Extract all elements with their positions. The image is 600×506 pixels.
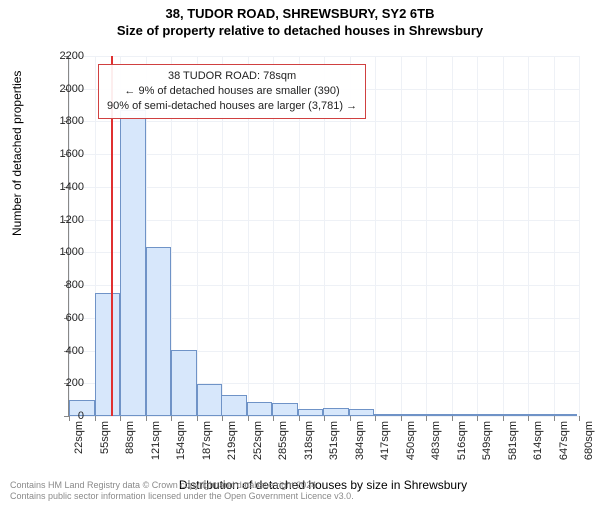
histogram-bar bbox=[374, 414, 400, 416]
xtick-label: 614sqm bbox=[532, 421, 544, 471]
ytick-label: 200 bbox=[44, 377, 84, 389]
ytick-label: 2200 bbox=[44, 50, 84, 62]
xtick-label: 318sqm bbox=[303, 421, 315, 471]
xtick-mark bbox=[350, 416, 351, 421]
gridline-v bbox=[528, 56, 529, 416]
xtick-mark bbox=[528, 416, 529, 421]
ytick-label: 1000 bbox=[44, 246, 84, 258]
xtick-mark bbox=[171, 416, 172, 421]
histogram-bar bbox=[451, 414, 477, 416]
xtick-mark bbox=[477, 416, 478, 421]
xtick-mark bbox=[197, 416, 198, 421]
xtick-label: 22sqm bbox=[73, 421, 85, 471]
xtick-mark bbox=[120, 416, 121, 421]
annotation-line2: ← 9% of detached houses are smaller (390… bbox=[107, 84, 357, 99]
xtick-mark bbox=[146, 416, 147, 421]
footer-line1: Contains HM Land Registry data © Crown c… bbox=[10, 480, 354, 491]
ytick-label: 800 bbox=[44, 279, 84, 291]
xtick-mark bbox=[426, 416, 427, 421]
chart-container: 38, TUDOR ROAD, SHREWSBURY, SY2 6TB Size… bbox=[0, 6, 600, 506]
annotation-box: 38 TUDOR ROAD: 78sqm ← 9% of detached ho… bbox=[98, 64, 366, 119]
xtick-label: 549sqm bbox=[481, 421, 493, 471]
xtick-label: 88sqm bbox=[124, 421, 136, 471]
xtick-label: 483sqm bbox=[430, 421, 442, 471]
xtick-mark bbox=[299, 416, 300, 421]
xtick-mark bbox=[401, 416, 402, 421]
xtick-mark bbox=[375, 416, 376, 421]
xtick-label: 680sqm bbox=[583, 421, 595, 471]
xtick-mark bbox=[222, 416, 223, 421]
xtick-label: 450sqm bbox=[405, 421, 417, 471]
xtick-label: 351sqm bbox=[328, 421, 340, 471]
footer-line2: Contains public sector information licen… bbox=[10, 491, 354, 502]
histogram-bar bbox=[146, 247, 172, 416]
annotation-line3: 90% of semi-detached houses are larger (… bbox=[107, 99, 357, 114]
xtick-mark bbox=[95, 416, 96, 421]
xtick-label: 285sqm bbox=[277, 421, 289, 471]
xtick-label: 384sqm bbox=[354, 421, 366, 471]
xtick-mark bbox=[248, 416, 249, 421]
histogram-bar bbox=[95, 293, 121, 416]
gridline-v bbox=[554, 56, 555, 416]
xtick-label: 417sqm bbox=[379, 421, 391, 471]
gridline-v bbox=[375, 56, 376, 416]
histogram-bar bbox=[171, 350, 197, 416]
xtick-mark bbox=[324, 416, 325, 421]
xtick-mark bbox=[579, 416, 580, 421]
histogram-bar bbox=[501, 414, 527, 416]
xtick-label: 219sqm bbox=[226, 421, 238, 471]
chart-area: 22sqm55sqm88sqm121sqm154sqm187sqm219sqm2… bbox=[68, 56, 578, 416]
xtick-label: 581sqm bbox=[507, 421, 519, 471]
histogram-bar bbox=[120, 110, 146, 416]
histogram-bar bbox=[425, 414, 451, 416]
gridline-v bbox=[426, 56, 427, 416]
histogram-bar bbox=[526, 414, 552, 416]
gridline-v bbox=[477, 56, 478, 416]
xtick-mark bbox=[503, 416, 504, 421]
xtick-label: 55sqm bbox=[99, 421, 111, 471]
histogram-bar bbox=[197, 384, 223, 416]
ytick-label: 400 bbox=[44, 345, 84, 357]
gridline-v bbox=[69, 56, 70, 416]
ytick-label: 1800 bbox=[44, 115, 84, 127]
gridline-v bbox=[579, 56, 580, 416]
xtick-label: 647sqm bbox=[558, 421, 570, 471]
xtick-mark bbox=[452, 416, 453, 421]
footer: Contains HM Land Registry data © Crown c… bbox=[10, 480, 354, 502]
annotation-line1: 38 TUDOR ROAD: 78sqm bbox=[107, 69, 357, 84]
gridline-v bbox=[503, 56, 504, 416]
histogram-bar bbox=[400, 414, 426, 416]
page-title-line2: Size of property relative to detached ho… bbox=[0, 23, 600, 38]
ytick-label: 600 bbox=[44, 312, 84, 324]
xtick-mark bbox=[273, 416, 274, 421]
page-title-line1: 38, TUDOR ROAD, SHREWSBURY, SY2 6TB bbox=[0, 6, 600, 21]
histogram-bar bbox=[323, 408, 349, 416]
histogram-bar bbox=[349, 409, 375, 416]
xtick-label: 121sqm bbox=[150, 421, 162, 471]
gridline-v bbox=[401, 56, 402, 416]
histogram-bar bbox=[221, 395, 247, 416]
histogram-bar bbox=[552, 414, 578, 416]
xtick-mark bbox=[554, 416, 555, 421]
ytick-label: 1200 bbox=[44, 214, 84, 226]
xtick-label: 154sqm bbox=[175, 421, 187, 471]
histogram-bar bbox=[272, 403, 298, 416]
xtick-label: 187sqm bbox=[201, 421, 213, 471]
gridline-v bbox=[452, 56, 453, 416]
xtick-label: 252sqm bbox=[252, 421, 264, 471]
ytick-label: 0 bbox=[44, 410, 84, 422]
ytick-label: 1600 bbox=[44, 148, 84, 160]
y-axis-label: Number of detached properties bbox=[10, 71, 24, 236]
histogram-bar bbox=[476, 414, 502, 416]
ytick-label: 2000 bbox=[44, 83, 84, 95]
xtick-label: 516sqm bbox=[456, 421, 468, 471]
histogram-bar bbox=[298, 409, 324, 416]
histogram-bar bbox=[247, 402, 273, 416]
ytick-label: 1400 bbox=[44, 181, 84, 193]
